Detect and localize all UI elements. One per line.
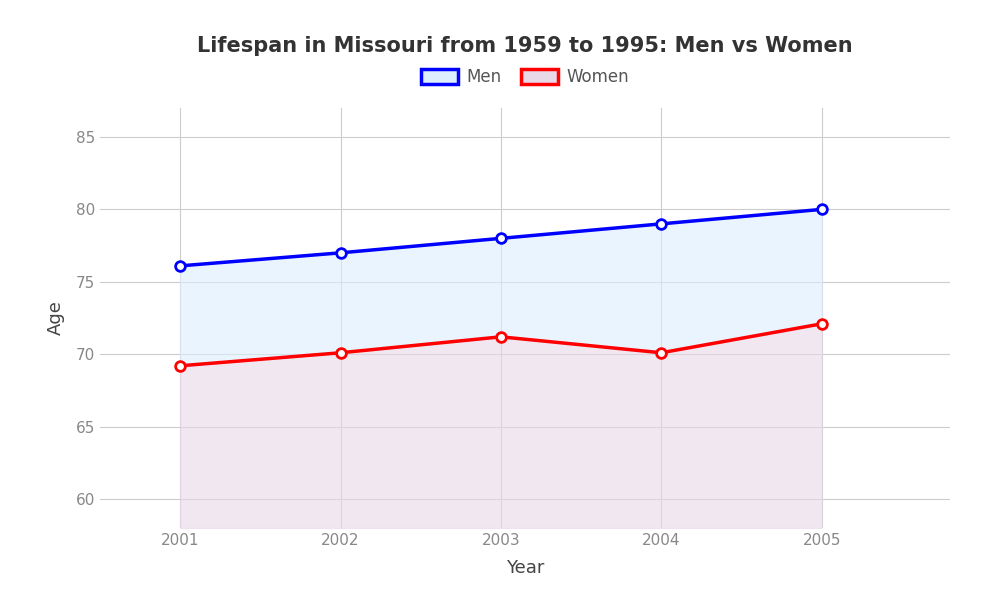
Y-axis label: Age: Age	[47, 301, 65, 335]
X-axis label: Year: Year	[506, 559, 544, 577]
Legend: Men, Women: Men, Women	[414, 62, 636, 93]
Title: Lifespan in Missouri from 1959 to 1995: Men vs Women: Lifespan in Missouri from 1959 to 1995: …	[197, 37, 853, 56]
